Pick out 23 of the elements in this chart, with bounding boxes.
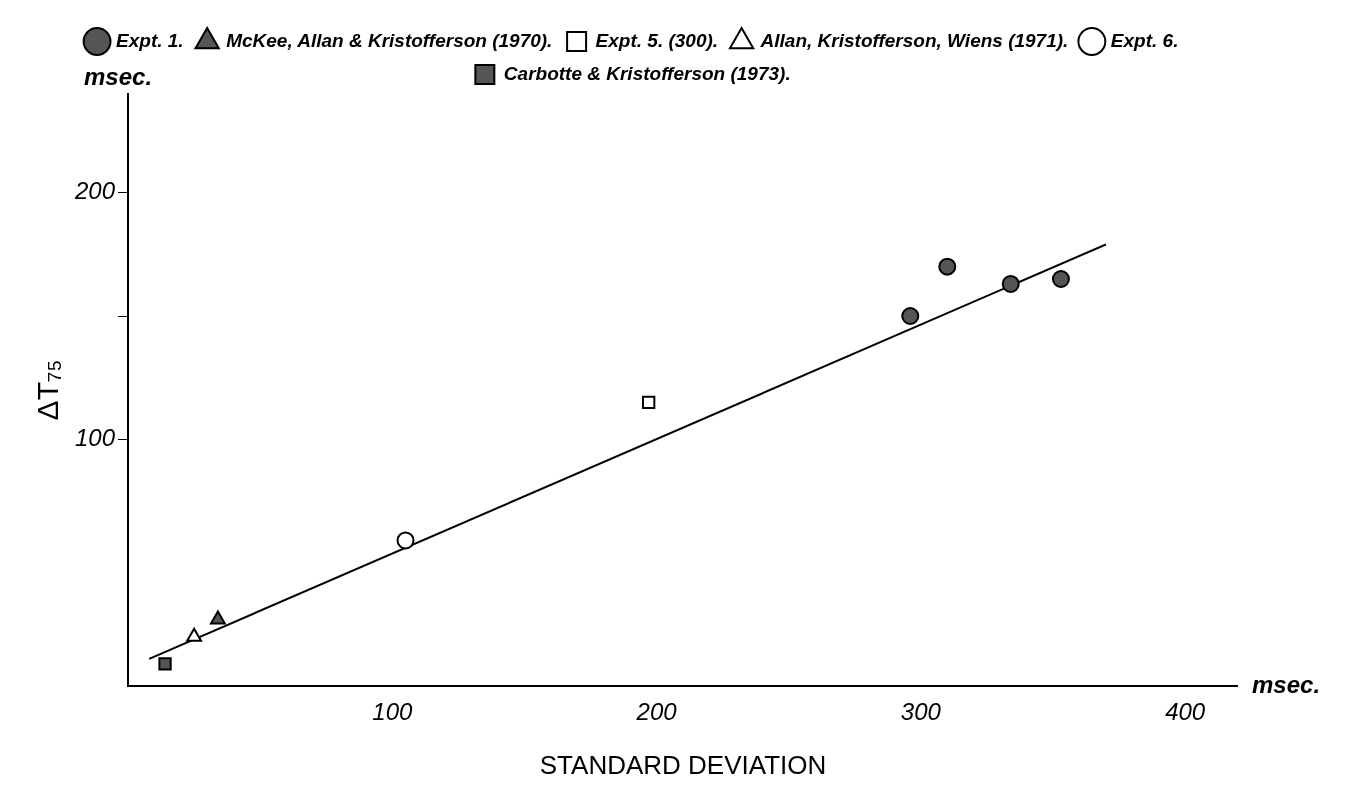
legend-label: McKee, Allan & Kristofferson (1970). (226, 29, 553, 51)
point (209, 610, 226, 625)
legend-label: Allan, Kristofferson, Wiens (1971). (759, 29, 1069, 51)
point (642, 395, 656, 409)
x-axis-title: STANDARD DEVIATION (539, 749, 827, 780)
x-tick-label: 200 (635, 698, 678, 726)
y-axis-title: ΔT₇₅ (31, 359, 65, 421)
point (938, 257, 957, 276)
point (1051, 270, 1070, 288)
point (158, 657, 172, 671)
legend-label: Expt. 5. (300). (595, 29, 719, 51)
point (396, 531, 415, 550)
x-tick-label: 400 (1165, 698, 1206, 726)
text: msec. (84, 62, 153, 90)
text: msec. (1252, 670, 1321, 698)
point (1001, 274, 1020, 293)
point (186, 627, 203, 642)
legend-label: Carbotte & Kristofferson (1973). (503, 62, 791, 84)
x-tick-label: 100 (372, 698, 413, 726)
legend-label: Expt. 6. (1110, 29, 1179, 51)
legend-label: Expt. 1. (116, 29, 184, 51)
point (901, 307, 920, 325)
x-tick-label: 300 (900, 698, 942, 726)
